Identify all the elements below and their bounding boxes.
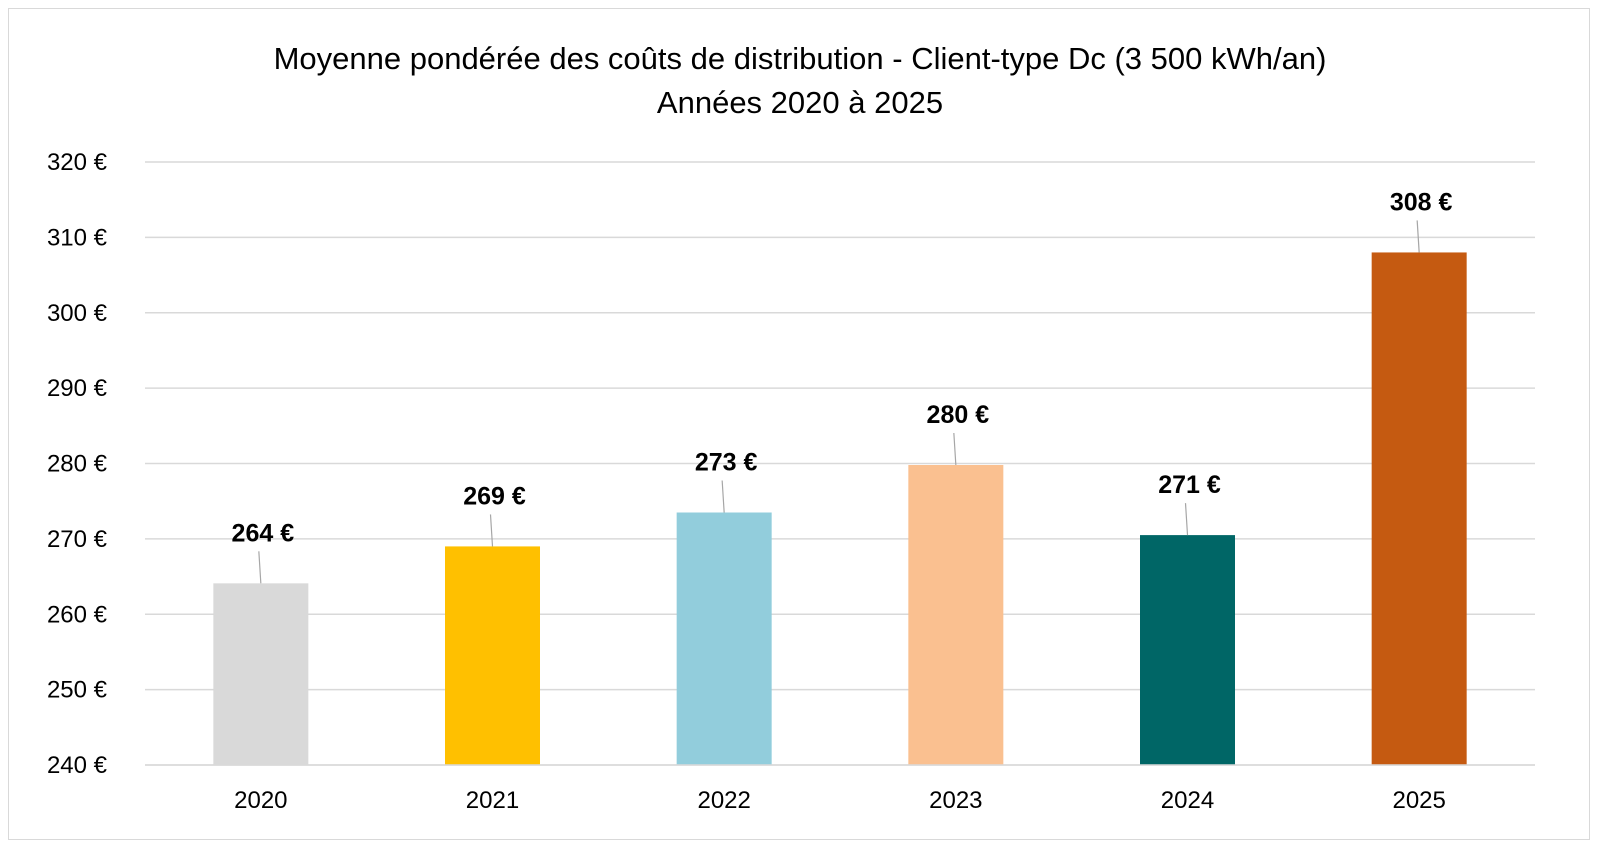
x-tick-label: 2023 — [929, 787, 982, 814]
x-tick-label: 2024 — [1161, 787, 1214, 814]
y-tick-label: 260 € — [47, 601, 108, 628]
bar — [1371, 252, 1467, 765]
x-tick-label: 2025 — [1392, 787, 1445, 814]
leader-line — [1184, 503, 1189, 536]
y-tick-label: 300 € — [47, 300, 108, 327]
leader-line — [258, 551, 262, 584]
x-tick-label: 2020 — [234, 787, 287, 814]
y-tick-label: 290 € — [47, 375, 108, 402]
leader-line — [721, 480, 725, 513]
y-tick-label: 240 € — [47, 752, 108, 779]
y-tick-label: 280 € — [47, 451, 108, 478]
data-label: 308 € — [1390, 188, 1453, 216]
bar — [908, 465, 1004, 765]
data-label: 264 € — [232, 519, 295, 547]
chart-subtitle: Années 2020 à 2025 — [656, 85, 944, 120]
data-label: 280 € — [927, 401, 990, 429]
y-tick-label: 310 € — [47, 224, 108, 251]
leader-line — [489, 514, 494, 547]
bar — [676, 512, 772, 765]
leader-line — [1416, 220, 1420, 253]
data-label: 269 € — [463, 482, 526, 510]
bar — [445, 546, 540, 765]
y-tick-label: 270 € — [47, 526, 108, 553]
data-label: 271 € — [1158, 471, 1221, 499]
leader-line — [953, 432, 957, 466]
x-tick-label: 2022 — [697, 787, 750, 814]
y-tick-label: 250 € — [47, 677, 108, 704]
chart-title-block: Moyenne pondérée des coûts de distributi… — [9, 37, 1591, 125]
x-tick-label: 2021 — [466, 787, 519, 814]
chart-title: Moyenne pondérée des coûts de distributi… — [273, 41, 1327, 76]
y-tick-label: 320 € — [47, 149, 108, 176]
bar — [1140, 535, 1235, 765]
data-label: 273 € — [695, 448, 758, 476]
bar — [213, 583, 309, 765]
